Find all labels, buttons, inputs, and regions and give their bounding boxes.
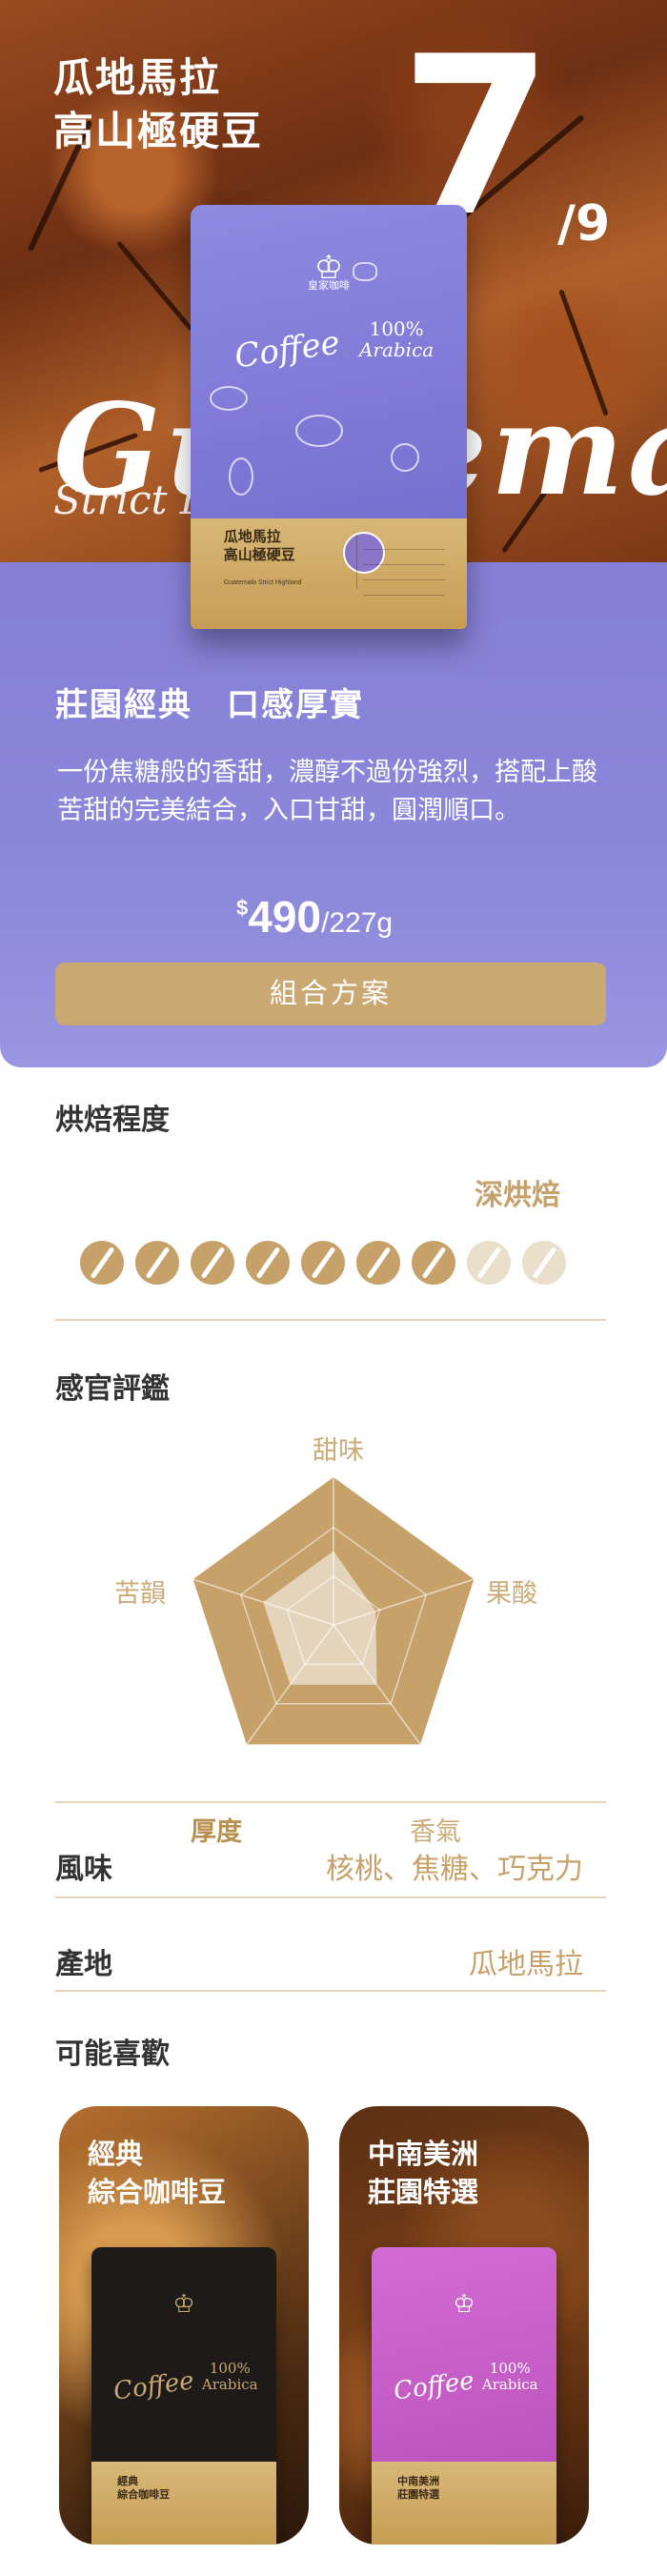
bag-arabica-text: 100% Arabica: [358, 316, 435, 361]
origin-value: 瓜地馬拉: [469, 1949, 583, 1980]
origin-title-line2: 高山極硬豆: [53, 108, 264, 154]
radar-axis-label: 甜味: [313, 1436, 364, 1465]
crown-logo-icon: ♔: [453, 2288, 475, 2318]
flavor-value: 核桃、焦糖、巧克力: [326, 1854, 583, 1885]
sensory-radar-chart: 甜味果酸香氣 厚度 苦韻: [114, 1420, 537, 1846]
price-amount: 490: [248, 892, 321, 942]
flavor-label: 風味: [55, 1854, 112, 1885]
radar-value-area: [263, 1551, 377, 1685]
recommend-card-title: 中南美洲 莊園特選: [368, 2138, 479, 2208]
roast-section-title: 烘焙程度: [55, 1105, 170, 1136]
recommend-card-title: 經典 綜合咖啡豆: [88, 2138, 227, 2208]
bag-label-area: 經典 綜合咖啡豆: [91, 2461, 276, 2545]
origin-title: 瓜地馬拉 高山極硬豆: [53, 51, 263, 158]
product-index-total: /9: [557, 195, 611, 253]
bag-label-name: 中南美洲 莊園特選: [397, 2474, 440, 2501]
divider: [55, 1801, 606, 1803]
bag-coffee-script: Coffee: [232, 323, 343, 376]
radar-svg: [192, 1477, 475, 1745]
recommend-card-classic-blend[interactable]: 經典 綜合咖啡豆 ♔ Coffee 100% Arabica 經典 綜合咖啡豆: [59, 2106, 309, 2545]
recommend-card-central-south-america[interactable]: 中南美洲 莊園特選 ♔ Coffee 100% Arabica 中南美洲 莊園特選: [339, 2106, 589, 2545]
product-bag-image: ♔ 皇家咖啡 Coffee 100% Arabica 瓜地馬拉 高山極硬豆 Gu…: [191, 205, 467, 629]
roast-bean-icon: [356, 1241, 400, 1285]
recommend-section-title: 可能喜歡: [55, 2038, 170, 2070]
roast-level-label: 深烘焙: [475, 1180, 560, 1211]
bag-label-name: 經典 綜合咖啡豆: [117, 2474, 171, 2501]
product-tagline: 莊園經典 口感厚實: [55, 686, 364, 724]
recommend-bag-image: ♔ Coffee 100% Arabica 經典 綜合咖啡豆: [91, 2247, 276, 2545]
sensory-section-title: 感官評鑑: [55, 1373, 170, 1405]
recommend-bag-image: ♔ Coffee 100% Arabica 中南美洲 莊園特選: [372, 2247, 556, 2545]
bag-label-area: 瓜地馬拉 高山極硬豆 Guatemala Strict Highland: [191, 518, 467, 629]
origin-title-line1: 瓜地馬拉: [53, 54, 222, 101]
divider: [55, 1897, 606, 1898]
price-unit: /227g: [321, 907, 394, 939]
radar-axis-label: 苦韻: [114, 1579, 166, 1608]
roast-bean-icon: [80, 1241, 124, 1285]
bag-label-area: 中南美洲 莊園特選: [372, 2461, 556, 2545]
cup-doodle-icon: [210, 386, 248, 411]
bag-label-name: 瓜地馬拉 高山極硬豆: [223, 527, 295, 563]
bag-brand: 皇家咖啡: [308, 279, 350, 292]
bag-info-lines: [356, 534, 445, 596]
bag-label-small: Guatemala Strict Highland: [223, 578, 302, 586]
bag-seal-icon: [342, 532, 385, 575]
combo-plan-button[interactable]: 組合方案: [55, 963, 606, 1025]
roast-bean-icon: [191, 1241, 234, 1285]
cup-doodle-icon: [295, 415, 343, 447]
radar-grid-ring: [239, 1526, 428, 1705]
origin-watermark-sub: Strict H: [53, 477, 215, 523]
origin-label: 產地: [55, 1949, 112, 1980]
crown-logo-icon: ♔: [313, 250, 344, 287]
bean-doodle-icon: [229, 457, 253, 496]
product-price: $490/227g: [236, 891, 393, 943]
roast-bean-icon: [412, 1241, 455, 1285]
crown-logo-icon: ♔: [172, 2288, 195, 2318]
divider: [55, 1990, 606, 1992]
price-currency: $: [236, 896, 249, 920]
bean-doodle-icon: [353, 262, 377, 281]
bean-doodle-icon: [391, 443, 419, 472]
radar-axis-label: 果酸: [486, 1579, 537, 1608]
radar-axis-label: 香氣: [410, 1817, 461, 1846]
bag-arabica-text: 100% Arabica: [201, 2359, 258, 2393]
product-description: 一份焦糖般的香甜，濃醇不過份強烈，搭配上酸苦甜的完美結合，入口甘甜，圓潤順口。: [57, 758, 597, 824]
roast-bean-icon: [522, 1241, 566, 1285]
bag-arabica-text: 100% Arabica: [481, 2359, 538, 2393]
radar-axis-label: 厚度: [191, 1817, 242, 1846]
bag-upper: ♔ 皇家咖啡 Coffee 100% Arabica: [191, 205, 467, 519]
divider: [55, 1319, 606, 1321]
roast-bean-icon: [246, 1241, 290, 1285]
roast-bean-icon: [467, 1241, 511, 1285]
roast-level-meter: [80, 1241, 566, 1287]
roast-bean-icon: [135, 1241, 179, 1285]
roast-bean-icon: [301, 1241, 345, 1285]
hero-section: 瓜地馬拉 高山極硬豆 7 /9 Guatemala Strict H ♔ 皇家咖…: [0, 0, 667, 1067]
